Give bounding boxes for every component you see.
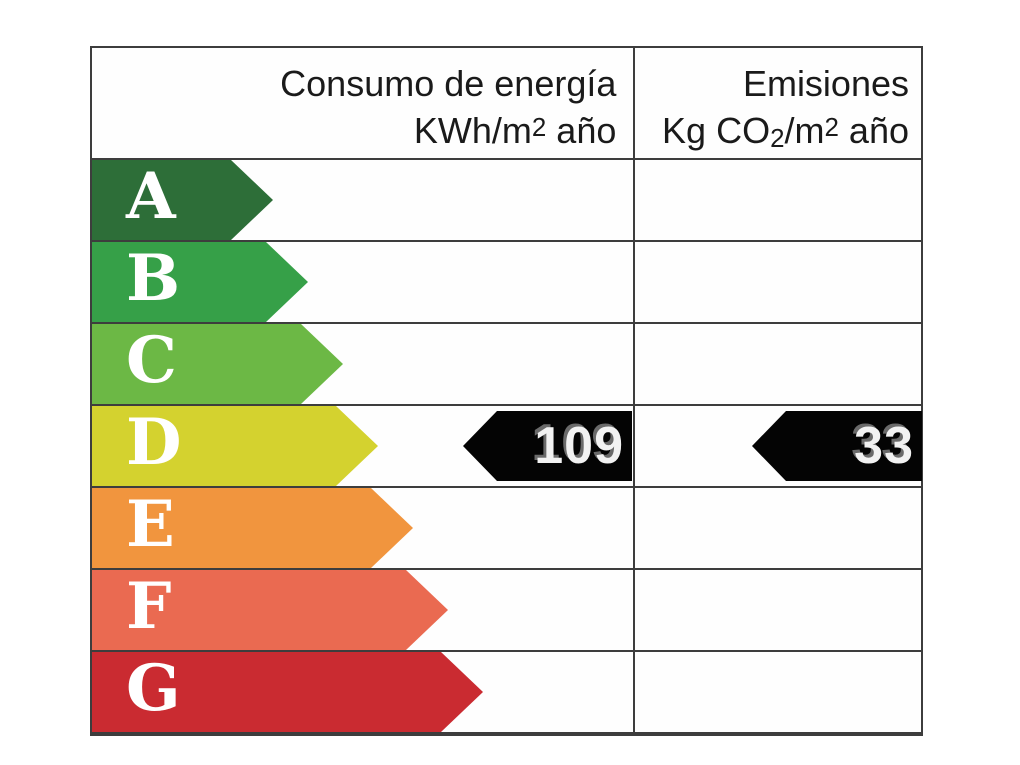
emissions-value: 33 [854,417,914,475]
grade-bar-f: F [92,570,448,650]
consumption-header: Consumo de energía KWh/m2 año [92,48,632,158]
rating-row-e: E [92,488,921,570]
grade-bar-g: G [92,652,483,732]
emissions-header-line2: Kg CO2/m2 año [662,110,909,153]
grade-bar-d: D [92,406,378,486]
grade-letter-b: B [126,241,181,316]
table-header: Consumo de energía KWh/m2 año Emisiones … [92,48,921,160]
grade-letter-g: G [126,651,181,726]
rating-row-f: F [92,570,921,652]
column-divider [633,48,635,734]
consumption-header-line1: Consumo de energía [280,63,617,104]
consumption-value: 109 [534,417,624,475]
rating-row-a: A [92,160,921,242]
grade-bar-c: C [92,324,343,404]
rating-row-d: D 109 33 [92,406,922,488]
grade-bar-e: E [92,488,413,568]
emissions-header: Emisiones Kg CO2/m2 año [632,48,921,158]
grade-bar-b: B [92,242,308,322]
grade-letter-f: F [126,569,172,644]
grade-letter-e: E [126,487,175,562]
grade-letter-c: C [126,323,177,398]
grade-letter-d: D [126,405,182,480]
consumption-header-line2: KWh/m2 año [413,110,617,151]
rating-row-c: C [92,324,921,406]
grade-letter-a: A [126,159,176,234]
grade-bar-a: A [92,160,273,240]
rating-row-g: G [92,652,921,734]
consumption-value-arrow: 109 [463,411,632,481]
emissions-header-line1: Emisiones [742,63,909,104]
rating-row-b: B [92,242,921,324]
energy-rating-table: Consumo de energía KWh/m2 año Emisiones … [90,46,923,736]
emissions-value-arrow: 33 [752,411,922,481]
